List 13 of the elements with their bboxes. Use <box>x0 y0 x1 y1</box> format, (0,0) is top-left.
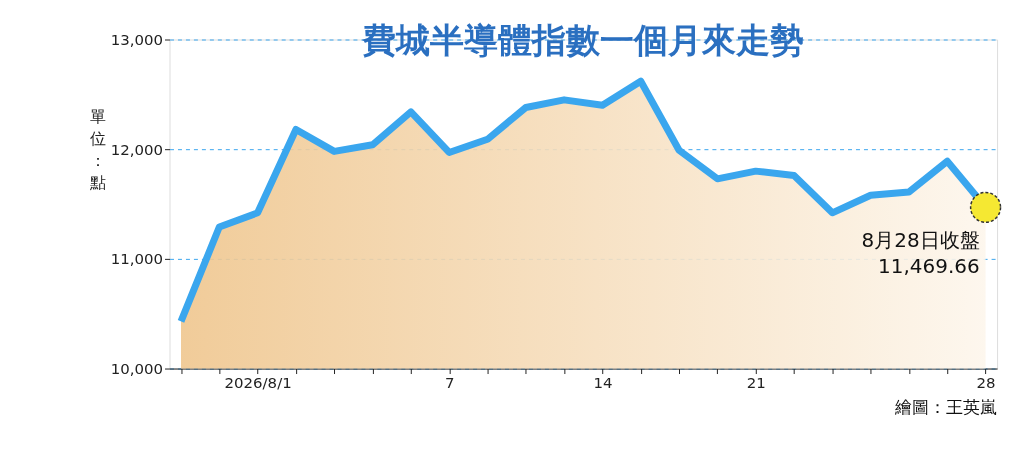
y-tick-label: 13,000 <box>110 30 164 49</box>
y-axis-title: 單位：點 <box>88 107 106 193</box>
x-tick-label: 21 <box>746 373 766 392</box>
chart-title: 費城半導體指數一個月來走勢 <box>361 21 805 61</box>
x-tick-label: 2026/8/1 <box>224 373 292 392</box>
x-tick-label: 7 <box>444 373 455 392</box>
annotation: 8月28日收盤 11,469.66 <box>861 228 980 279</box>
x-tick-label: 28 <box>976 373 996 392</box>
y-tick-label: 10,000 <box>110 360 164 379</box>
y-tick-label: 12,000 <box>110 140 164 159</box>
x-tick-label: 14 <box>593 373 613 392</box>
text: 繪圖：王英嵐 <box>894 397 998 418</box>
y-tick-label: 11,000 <box>110 250 164 269</box>
